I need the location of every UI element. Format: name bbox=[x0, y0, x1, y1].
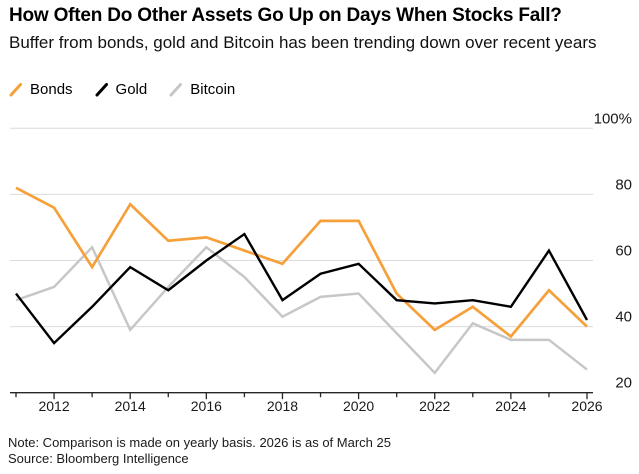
bitcoin-slash-icon bbox=[169, 82, 183, 96]
series-line-bitcoin bbox=[15, 245, 588, 375]
x-tick-label: 2014 bbox=[115, 398, 146, 414]
gold-slash-icon bbox=[95, 82, 108, 96]
legend-label-bitcoin: Bitcoin bbox=[190, 81, 236, 98]
x-tick-label: 2016 bbox=[191, 398, 222, 414]
y-tick-label: 40 bbox=[615, 309, 632, 326]
x-tick-label: 2022 bbox=[419, 398, 450, 414]
legend-label-bonds: Bonds bbox=[30, 81, 73, 98]
chart-subtitle: Buffer from bonds, gold and Bitcoin has … bbox=[9, 33, 597, 52]
series-line-gold bbox=[15, 232, 589, 345]
x-tick-label: 2018 bbox=[267, 398, 298, 414]
y-tick-label: 60 bbox=[615, 243, 632, 260]
legend-item-gold: Gold bbox=[95, 81, 148, 98]
x-tick-label: 2026 bbox=[571, 398, 602, 414]
y-tick-label: 80 bbox=[615, 176, 632, 193]
legend-item-bitcoin: Bitcoin bbox=[169, 81, 235, 98]
x-tick-label: 2012 bbox=[38, 398, 69, 414]
chart-title: How Often Do Other Assets Go Up on Days … bbox=[9, 5, 562, 26]
x-tick-label: 2020 bbox=[343, 398, 374, 414]
series-line-bonds bbox=[15, 186, 588, 339]
legend-label-gold: Gold bbox=[115, 81, 148, 98]
y-tick-label: 20 bbox=[615, 375, 632, 392]
source-line: Source: Bloomberg Intelligence bbox=[8, 451, 189, 466]
legend-item-bonds: Bonds bbox=[9, 81, 73, 98]
legend: Bonds Gold Bitcoin bbox=[9, 81, 235, 98]
x-tick-label: 2024 bbox=[495, 398, 526, 414]
bonds-slash-icon bbox=[9, 82, 22, 96]
y-tick-label: 100% bbox=[594, 110, 632, 127]
footnote: Note: Comparison is made on yearly basis… bbox=[8, 435, 391, 450]
